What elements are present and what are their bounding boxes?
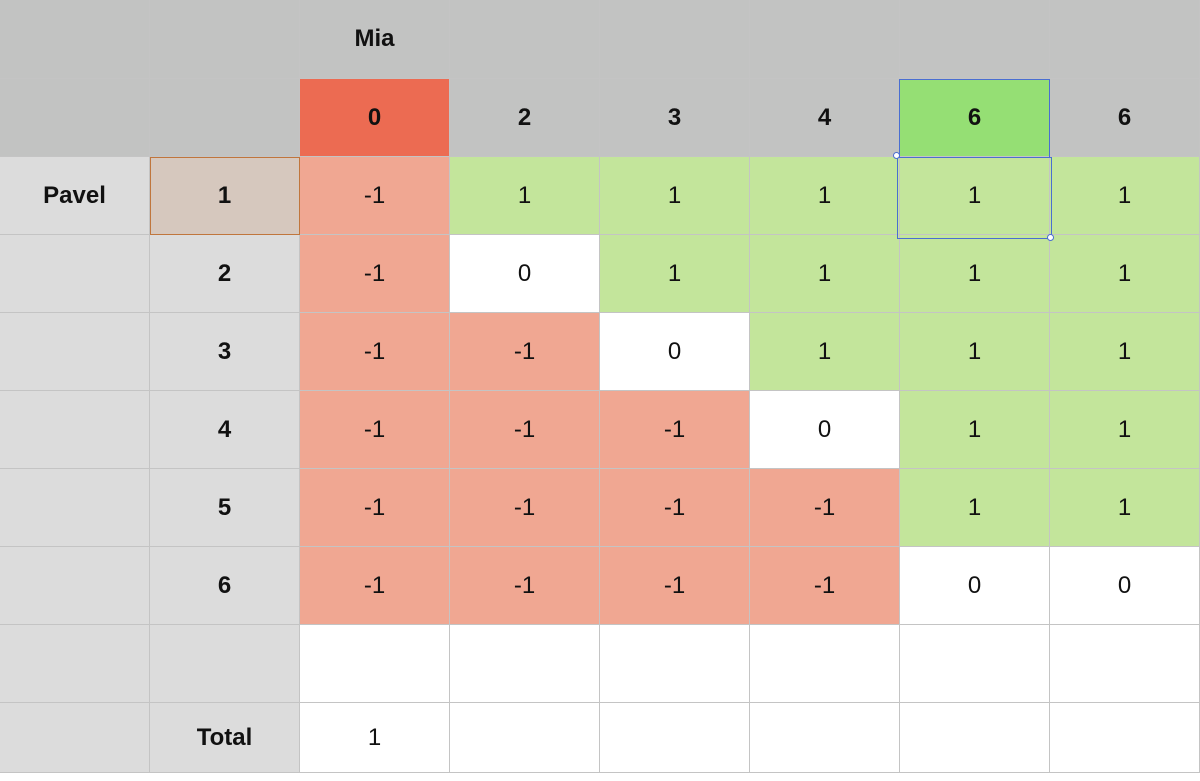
table-cell[interactable]: 1 [750,157,900,235]
column-value-header-selected[interactable]: 6 [900,79,1050,157]
table-cell[interactable]: -1 [300,391,450,469]
column-value-header[interactable]: 6 [1050,79,1200,157]
total-value[interactable]: 1 [300,703,450,773]
column-value-header[interactable]: 3 [600,79,750,157]
table-cell[interactable]: 0 [900,547,1050,625]
table-cell[interactable] [900,703,1050,773]
table-cell[interactable]: -1 [300,157,450,235]
table-cell[interactable] [600,625,750,703]
table-cell-selected[interactable]: 1 [900,157,1050,235]
table-cell[interactable] [600,703,750,773]
table-cell[interactable]: -1 [750,469,900,547]
table-cell[interactable]: 1 [900,391,1050,469]
table-cell[interactable]: 0 [450,235,600,313]
table-cell[interactable] [1050,703,1200,773]
row-value-label[interactable]: 4 [150,391,300,469]
table-cell[interactable] [300,625,450,703]
column-value-header[interactable]: 2 [450,79,600,157]
table-cell[interactable] [450,625,600,703]
table-cell[interactable]: 1 [600,157,750,235]
table-cell[interactable] [750,703,900,773]
row-owner-cell[interactable] [0,625,150,703]
table-cell[interactable]: -1 [300,235,450,313]
table-cell[interactable]: 1 [900,469,1050,547]
row-value-label[interactable] [150,625,300,703]
table-cell[interactable]: -1 [450,391,600,469]
column-value-header[interactable]: 4 [750,79,900,157]
header-cell[interactable] [1050,0,1200,79]
table-cell[interactable]: 1 [1050,313,1200,391]
table-cell[interactable]: 0 [750,391,900,469]
table-cell[interactable]: -1 [600,547,750,625]
column-owner-label[interactable]: Mia [300,0,450,79]
row-owner-cell[interactable] [0,391,150,469]
table-cell[interactable]: 0 [600,313,750,391]
table-cell[interactable]: -1 [300,313,450,391]
table-cell[interactable]: -1 [600,391,750,469]
table-cell[interactable]: 1 [1050,235,1200,313]
header-cell[interactable] [450,0,600,79]
row-value-label[interactable]: 3 [150,313,300,391]
row-owner-cell[interactable] [0,313,150,391]
table-cell[interactable]: -1 [750,547,900,625]
table-cell[interactable]: 1 [600,235,750,313]
table-cell[interactable]: 1 [750,313,900,391]
table-cell[interactable]: 1 [450,157,600,235]
table-cell[interactable]: 1 [1050,469,1200,547]
table-cell[interactable]: -1 [450,469,600,547]
total-label[interactable]: Total [150,703,300,773]
row-owner-cell[interactable] [0,235,150,313]
header-cell[interactable] [150,79,300,157]
table-cell[interactable]: 1 [1050,391,1200,469]
table-cell[interactable]: -1 [450,547,600,625]
table-cell[interactable] [450,703,600,773]
row-owner-label[interactable]: Pavel [0,157,150,235]
row-value-label[interactable]: 6 [150,547,300,625]
table-cell[interactable]: -1 [450,313,600,391]
table-cell[interactable] [1050,625,1200,703]
header-cell[interactable] [0,79,150,157]
table-cell[interactable]: 1 [750,235,900,313]
table-cell[interactable]: -1 [300,547,450,625]
table-cell[interactable]: 0 [1050,547,1200,625]
header-cell[interactable] [600,0,750,79]
table-cell[interactable]: 1 [900,313,1050,391]
column-value-header[interactable]: 0 [300,79,450,157]
corner-cell-2[interactable] [150,0,300,79]
corner-cell[interactable] [0,0,150,79]
row-value-label[interactable]: 5 [150,469,300,547]
row-owner-cell[interactable] [0,469,150,547]
row-value-label[interactable]: 2 [150,235,300,313]
header-cell[interactable] [750,0,900,79]
table-cell[interactable] [750,625,900,703]
table-cell[interactable]: -1 [600,469,750,547]
header-cell[interactable] [900,0,1050,79]
row-owner-cell[interactable] [0,703,150,773]
table-cell[interactable] [900,625,1050,703]
row-owner-cell[interactable] [0,547,150,625]
table-cell[interactable]: 1 [900,235,1050,313]
table-cell[interactable]: 1 [1050,157,1200,235]
table-cell[interactable]: -1 [300,469,450,547]
row-value-label-selected[interactable]: 1 [150,157,300,235]
